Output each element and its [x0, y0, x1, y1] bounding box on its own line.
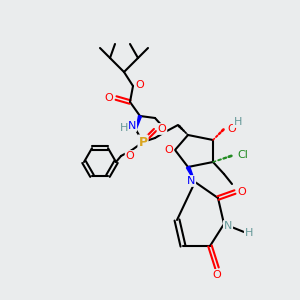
Text: H: H [245, 228, 253, 238]
Polygon shape [186, 166, 195, 182]
Text: O: O [228, 124, 236, 134]
Text: O: O [165, 145, 173, 155]
Text: Cl: Cl [238, 150, 248, 160]
Text: O: O [105, 93, 113, 103]
Text: N: N [128, 121, 136, 131]
Text: N: N [187, 176, 195, 186]
Text: O: O [158, 124, 166, 134]
Polygon shape [136, 116, 141, 130]
Text: P: P [138, 136, 148, 148]
Text: N: N [224, 221, 232, 231]
Text: O: O [238, 187, 246, 197]
Text: O: O [213, 270, 221, 280]
Text: O: O [126, 151, 134, 161]
Text: H: H [120, 123, 128, 133]
Text: O: O [136, 80, 144, 90]
Text: H: H [234, 117, 242, 127]
